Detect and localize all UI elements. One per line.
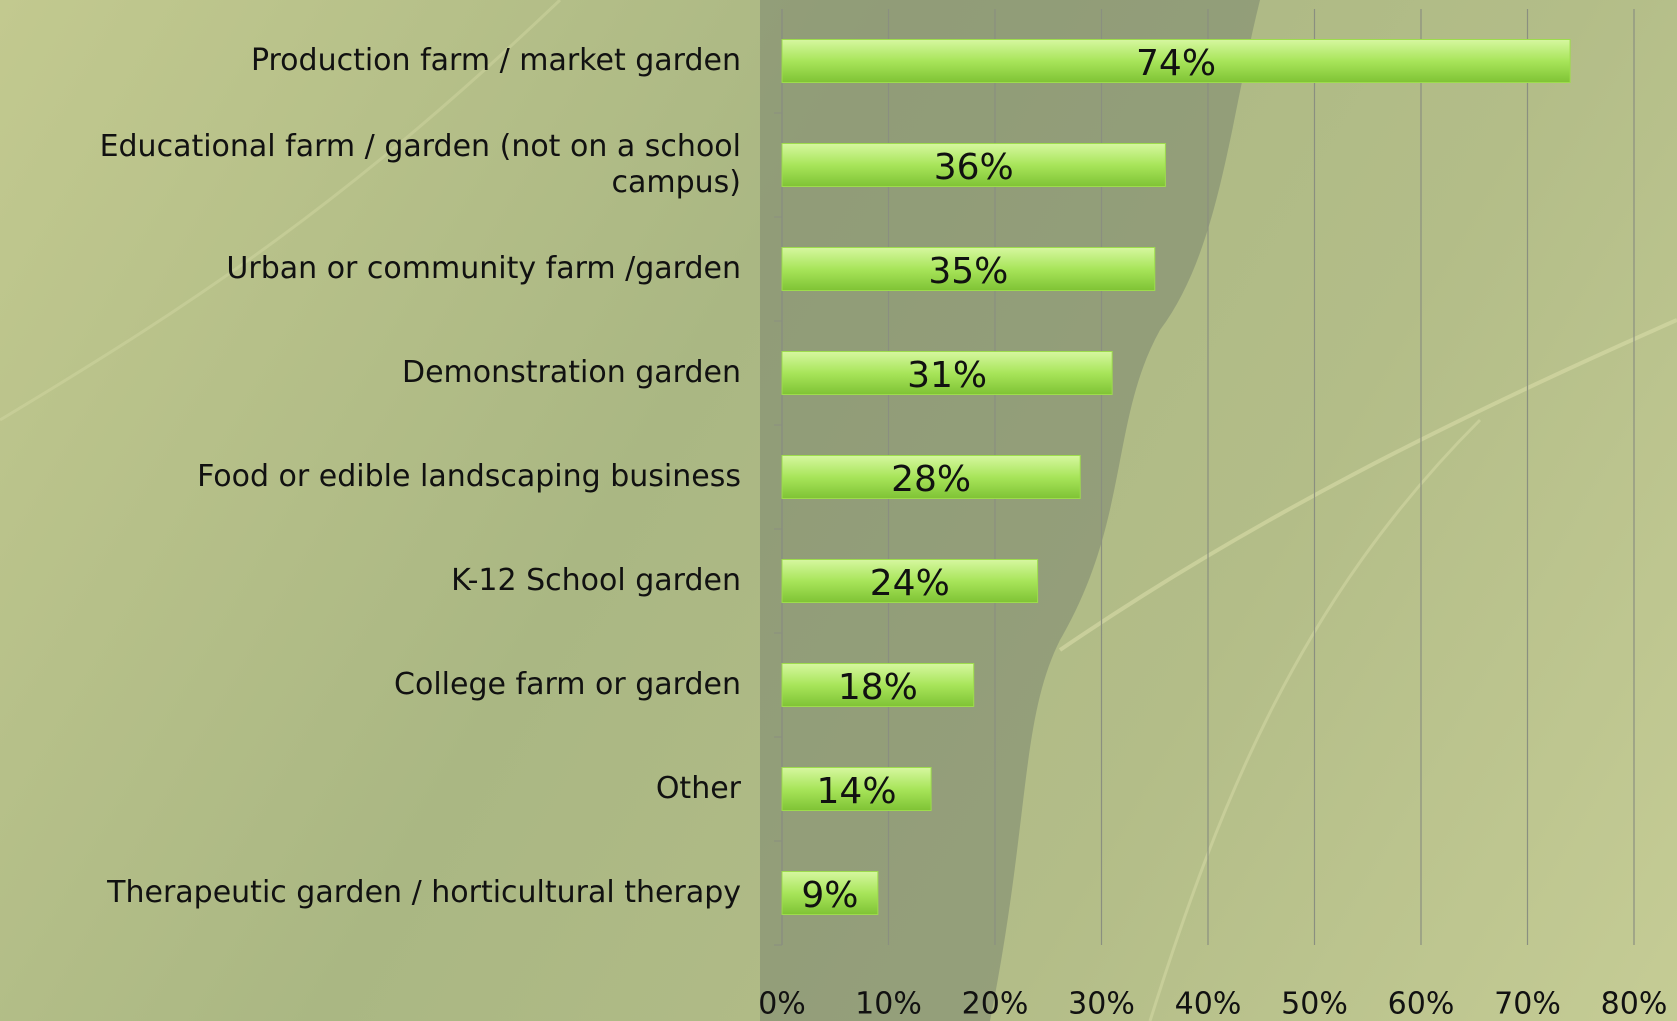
value-label: 28%	[891, 459, 971, 500]
slide: 0% 10% 20% 30% 40% 50% 60% 70% 80% 74% 36% 35% 31% 28…	[0, 0, 1677, 1021]
x-tick-label: 40%	[1175, 987, 1242, 1021]
value-label: 24%	[870, 563, 950, 604]
x-tick-label: 50%	[1281, 987, 1348, 1021]
value-label: 14%	[817, 771, 897, 812]
category-label: Demonstration garden	[8, 355, 741, 391]
category-label: Other	[8, 771, 741, 807]
value-label: 36%	[934, 147, 1014, 188]
category-label: Urban or community farm /garden	[8, 251, 741, 287]
x-tick-label: 20%	[962, 987, 1029, 1021]
x-tick-label: 0%	[758, 987, 806, 1021]
category-label: Therapeutic garden / horticultural thera…	[8, 875, 741, 911]
category-label: K-12 School garden	[8, 563, 741, 599]
x-tick-label: 70%	[1494, 987, 1561, 1021]
value-label: 9%	[801, 875, 858, 916]
value-label: 31%	[907, 355, 987, 396]
category-label: Food or edible landscaping business	[8, 459, 741, 495]
category-label: Production farm / market garden	[8, 43, 741, 79]
value-label: 74%	[1136, 43, 1216, 84]
category-label: Educational farm / garden (not on a scho…	[8, 129, 741, 201]
x-tick-label: 80%	[1601, 987, 1668, 1021]
leaf-vein	[1060, 320, 1677, 650]
value-label: 18%	[838, 667, 918, 708]
value-label: 35%	[928, 251, 1008, 292]
x-tick-label: 10%	[855, 987, 922, 1021]
x-tick-label: 30%	[1068, 987, 1135, 1021]
x-tick-label: 60%	[1388, 987, 1455, 1021]
category-label: College farm or garden	[8, 667, 741, 703]
